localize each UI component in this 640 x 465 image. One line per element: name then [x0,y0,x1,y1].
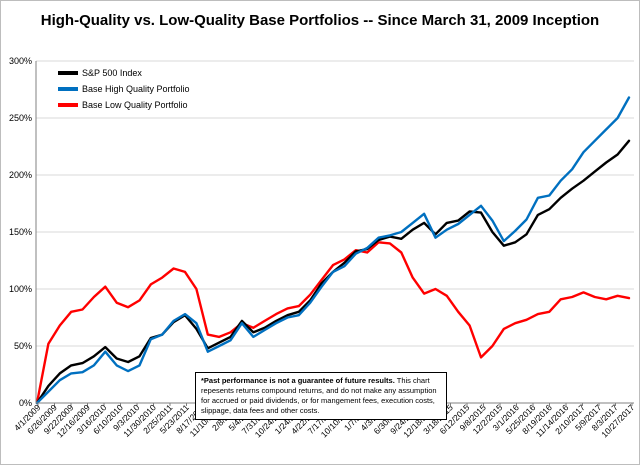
y-tick-label: 200% [9,170,32,180]
disclaimer-text: This chart repesents returns compound re… [201,376,437,415]
legend: S&P 500 Index Base High Quality Portfolio… [58,68,190,110]
y-tick-label: 150% [9,227,32,237]
legend-label: Base Low Quality Portfolio [82,100,188,110]
disclaimer-box: *Past performance is not a guarantee of … [195,372,447,420]
y-tick-label: 250% [9,113,32,123]
legend-label: S&P 500 Index [82,68,142,78]
y-tick-label: 0% [19,398,32,408]
series-line [35,241,631,405]
legend-label: Base High Quality Portfolio [82,84,190,94]
series-lines [35,96,631,405]
grid-lines [36,60,634,347]
y-tick-label: 50% [14,341,32,351]
y-axis-ticks: 0% 50% 100% 150% 200% 250% 300% [9,56,32,408]
y-tick-label: 300% [9,56,32,66]
chart-title: High-Quality vs. Low-Quality Base Portfo… [40,12,600,29]
disclaimer-bold: *Past performance is not a guarantee of … [201,376,395,385]
y-tick-label: 100% [9,284,32,294]
series-line [35,96,631,405]
